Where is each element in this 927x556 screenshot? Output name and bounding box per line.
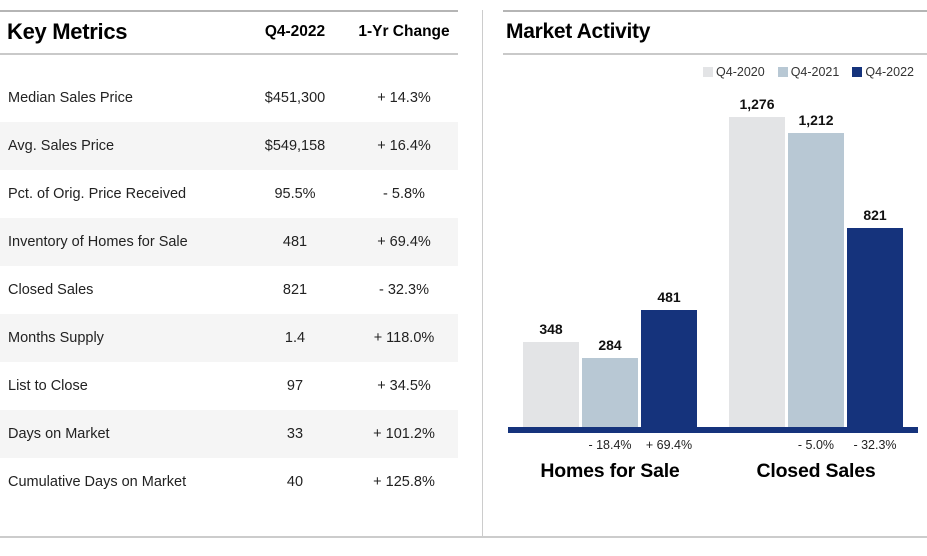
- legend-label: Q4-2021: [790, 65, 840, 79]
- key-metrics-title: Key Metrics: [7, 19, 128, 44]
- bar-column: 481: [641, 289, 697, 427]
- table-row: Pct. of Orig. Price Received 95.5% - 5.8%: [0, 170, 458, 218]
- table-row: Cumulative Days on Market 40 + 125.8%: [0, 458, 458, 506]
- metric-label: Days on Market: [8, 426, 110, 442]
- legend-label: Q4-2020: [716, 65, 765, 79]
- bar-column: 1,276: [729, 96, 785, 427]
- bar-homes-for-sale-q4-2021: [582, 358, 638, 427]
- bar-value-label: 1,276: [739, 96, 775, 112]
- table-row: List to Close 97 + 34.5%: [0, 362, 458, 410]
- metric-change: + 14.3%: [377, 90, 431, 106]
- bar-change-label: [729, 438, 785, 452]
- metric-label: List to Close: [8, 378, 88, 394]
- vertical-divider: [482, 10, 483, 536]
- metric-change: + 101.2%: [373, 426, 435, 442]
- key-metrics-header: Key Metrics Q4-2022 1-Yr Change: [0, 11, 458, 55]
- bar-homes-for-sale-q4-2020: [523, 342, 579, 427]
- category-label-homes-for-sale: Homes for Sale: [540, 460, 680, 482]
- metric-label: Cumulative Days on Market: [8, 474, 187, 490]
- table-row: Days on Market 33 + 101.2%: [0, 410, 458, 458]
- legend-label: Q4-2022: [865, 65, 914, 79]
- bar-change-label: - 18.4%: [588, 438, 632, 452]
- metric-change: + 16.4%: [377, 138, 431, 154]
- metric-change: - 32.3%: [379, 282, 429, 298]
- metrics-table: Median Sales Price $451,300 + 14.3% Avg. Sa…: [0, 74, 458, 506]
- change-label-set: - 18.4% + 69.4%: [523, 438, 697, 452]
- x-axis-line: [508, 427, 918, 433]
- col-header-period: Q4-2022: [264, 23, 326, 40]
- legend-swatch-icon: [852, 67, 863, 77]
- bar-value-label: 1,212: [798, 112, 834, 128]
- market-activity-panel: Market Activity Q4-2020 Q4-2021 Q4-2022 34…: [503, 0, 927, 556]
- market-activity-title: Market Activity: [506, 20, 651, 43]
- bar-value-label: 481: [657, 289, 681, 305]
- col-header-change: 1-Yr Change: [358, 23, 450, 40]
- bar-value-label: 284: [598, 337, 622, 353]
- metric-value: 481: [282, 234, 308, 250]
- metric-label: Months Supply: [8, 330, 104, 346]
- legend-swatch-icon: [777, 67, 788, 77]
- bar-closed-sales-q4-2020: [729, 117, 785, 427]
- metric-change: + 69.4%: [377, 234, 431, 250]
- metric-label: Pct. of Orig. Price Received: [8, 186, 187, 202]
- metric-value: 95.5%: [274, 186, 316, 202]
- bar-change-label: - 5.0%: [797, 438, 835, 452]
- metric-value: 97: [286, 378, 304, 394]
- metric-change: + 34.5%: [377, 378, 431, 394]
- bar-group-closed-sales: 1,276 1,212 821: [729, 96, 903, 427]
- metric-label: Avg. Sales Price: [8, 138, 115, 154]
- bar-column: 1,212: [788, 112, 844, 427]
- bar-chart-plot: 348 284 481 1,276 1,212 821: [503, 96, 927, 433]
- key-metrics-panel: Key Metrics Q4-2022 1-Yr Change Median S…: [0, 0, 458, 556]
- metric-value: 821: [282, 282, 308, 298]
- category-label-closed-sales: Closed Sales: [756, 460, 876, 482]
- table-row: Months Supply 1.4 + 118.0%: [0, 314, 458, 362]
- top-rule-left: [0, 10, 458, 12]
- bar-change-label: + 69.4%: [645, 438, 693, 452]
- legend-swatch-icon: [703, 67, 714, 77]
- bar-group-homes-for-sale: 348 284 481: [523, 289, 697, 427]
- metric-value: 1.4: [284, 330, 306, 346]
- metric-label: Median Sales Price: [8, 90, 133, 106]
- metric-value: $451,300: [264, 90, 326, 106]
- change-label-set: - 5.0% - 32.3%: [729, 438, 903, 452]
- bar-column: 821: [847, 207, 903, 427]
- bar-closed-sales-q4-2021: [788, 133, 844, 427]
- metric-change: + 125.8%: [373, 474, 435, 490]
- bar-closed-sales-q4-2022: [847, 228, 903, 427]
- metric-value: 33: [286, 426, 304, 442]
- chart-legend: Q4-2020 Q4-2021 Q4-2022: [703, 65, 914, 79]
- table-row: Closed Sales 821 - 32.3%: [0, 266, 458, 314]
- legend-item-q4-2022: Q4-2022: [852, 65, 914, 79]
- legend-item-q4-2021: Q4-2021: [777, 65, 840, 79]
- table-row: Avg. Sales Price $549,158 + 16.4%: [0, 122, 458, 170]
- table-row: Median Sales Price $451,300 + 14.3%: [0, 74, 458, 122]
- bar-column: 284: [582, 337, 638, 427]
- metric-change: + 118.0%: [373, 330, 435, 346]
- change-labels-row: - 18.4% + 69.4% - 5.0% - 32.3%: [503, 438, 927, 454]
- bar-change-label: - 32.3%: [853, 438, 897, 452]
- metric-label: Inventory of Homes for Sale: [8, 234, 188, 250]
- metric-change: - 5.8%: [383, 186, 425, 202]
- metric-label: Closed Sales: [8, 282, 94, 298]
- legend-item-q4-2020: Q4-2020: [703, 65, 765, 79]
- bottom-rule: [0, 536, 927, 538]
- bar-homes-for-sale-q4-2022: [641, 310, 697, 427]
- bar-value-label: 348: [539, 321, 563, 337]
- bar-value-label: 821: [863, 207, 887, 223]
- market-activity-header: Market Activity: [503, 11, 927, 55]
- bar-column: 348: [523, 321, 579, 427]
- metric-value: 40: [286, 474, 304, 490]
- table-row: Inventory of Homes for Sale 481 + 69.4%: [0, 218, 458, 266]
- top-rule-right: [503, 10, 927, 12]
- metric-value: $549,158: [264, 138, 326, 154]
- bar-change-label: [523, 438, 579, 452]
